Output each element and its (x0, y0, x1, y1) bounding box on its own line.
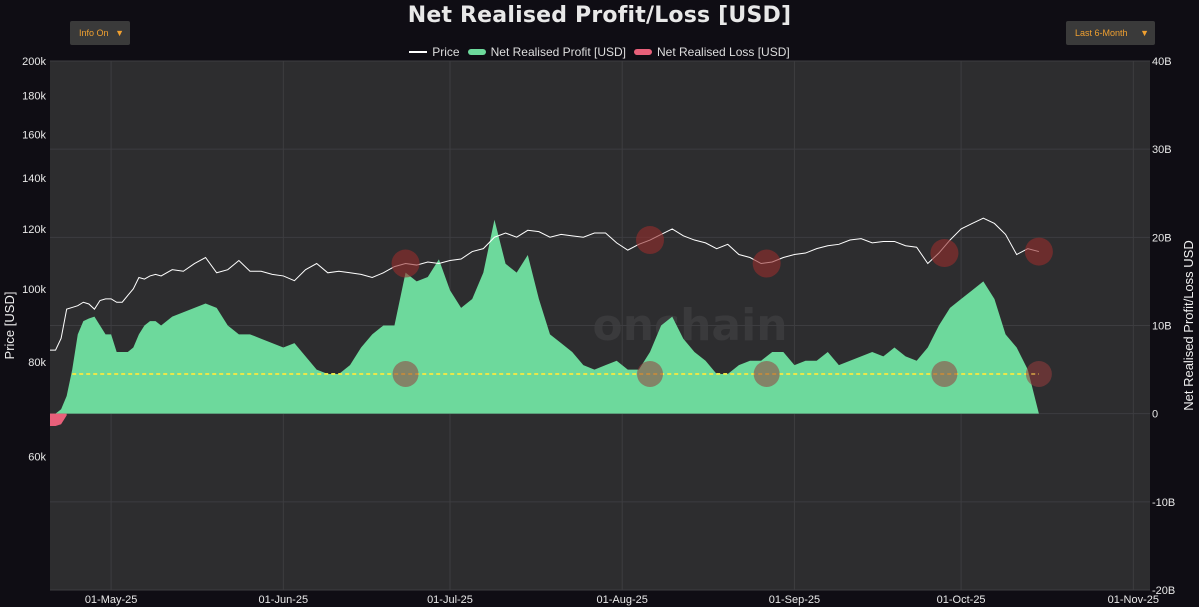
x-tick-label: 01-Jun-25 (259, 594, 309, 606)
legend-swatch-price (409, 51, 428, 53)
right-tick-label: 0 (1152, 409, 1158, 421)
legend-item-loss[interactable]: Net Realised Loss [USD] (634, 45, 790, 59)
left-tick-label: 140k (22, 173, 46, 185)
x-tick-label: 01-Aug-25 (597, 594, 648, 606)
price-marker (391, 249, 420, 278)
range-dropdown[interactable]: Last 6-Month ▼ (1066, 21, 1155, 45)
left-tick-label: 180k (22, 91, 46, 103)
left-tick-label: 120k (22, 224, 46, 236)
range-dropdown-label: Last 6-Month (1075, 28, 1128, 38)
left-tick-label: 100k (22, 284, 46, 296)
low-marker (1025, 360, 1052, 387)
left-axis-title: Price [USD] (2, 292, 17, 360)
chart-legend: Price Net Realised Profit [USD] Net Real… (0, 45, 1199, 59)
price-marker (636, 226, 664, 255)
left-tick-label: 80k (28, 357, 46, 369)
caret-down-icon: ▼ (115, 28, 124, 38)
x-tick-label: 01-Sep-25 (769, 594, 820, 606)
right-tick-label: 10B (1152, 321, 1172, 333)
price-marker (752, 249, 781, 278)
legend-item-profit[interactable]: Net Realised Profit [USD] (467, 45, 626, 59)
right-tick-label: 20B (1152, 232, 1172, 244)
legend-label-loss: Net Realised Loss [USD] (657, 45, 790, 59)
price-line (50, 217, 1040, 351)
left-tick-label: 60k (28, 452, 46, 464)
low-marker (637, 360, 663, 387)
right-tick-label: 40B (1152, 56, 1172, 68)
legend-item-price[interactable]: Price (409, 45, 460, 59)
legend-label-profit: Net Realised Profit [USD] (490, 45, 626, 59)
profit-area (50, 219, 1039, 414)
loss-area (50, 413, 67, 427)
x-tick-label: 01-Oct-25 (937, 594, 986, 606)
price-marker (930, 239, 959, 268)
x-tick-label: 01-Nov-25 (1108, 594, 1159, 606)
right-tick-label: 30B (1152, 144, 1172, 156)
left-tick-label: 160k (22, 129, 46, 141)
price-marker (1024, 237, 1053, 266)
right-tick-label: -10B (1152, 497, 1175, 509)
chart-title: Net Realised Profit/Loss [USD] (407, 3, 792, 28)
x-tick-label: 01-Jul-25 (427, 594, 473, 606)
info-dropdown-label: Info On (79, 28, 109, 38)
low-marker (392, 360, 419, 387)
right-tick-label: -20B (1152, 585, 1175, 597)
legend-swatch-loss (634, 49, 652, 55)
legend-label-price: Price (432, 45, 460, 59)
info-dropdown[interactable]: Info On ▼ (70, 21, 130, 45)
left-tick-label: 200k (22, 56, 46, 68)
low-marker (753, 360, 780, 387)
legend-swatch-profit (467, 49, 486, 55)
right-axis-title: Net Realised Profit/Loss USD (1181, 240, 1196, 411)
x-tick-label: 01-May-25 (85, 594, 138, 606)
low-marker (931, 360, 958, 387)
caret-down-icon: ▼ (1140, 28, 1149, 38)
